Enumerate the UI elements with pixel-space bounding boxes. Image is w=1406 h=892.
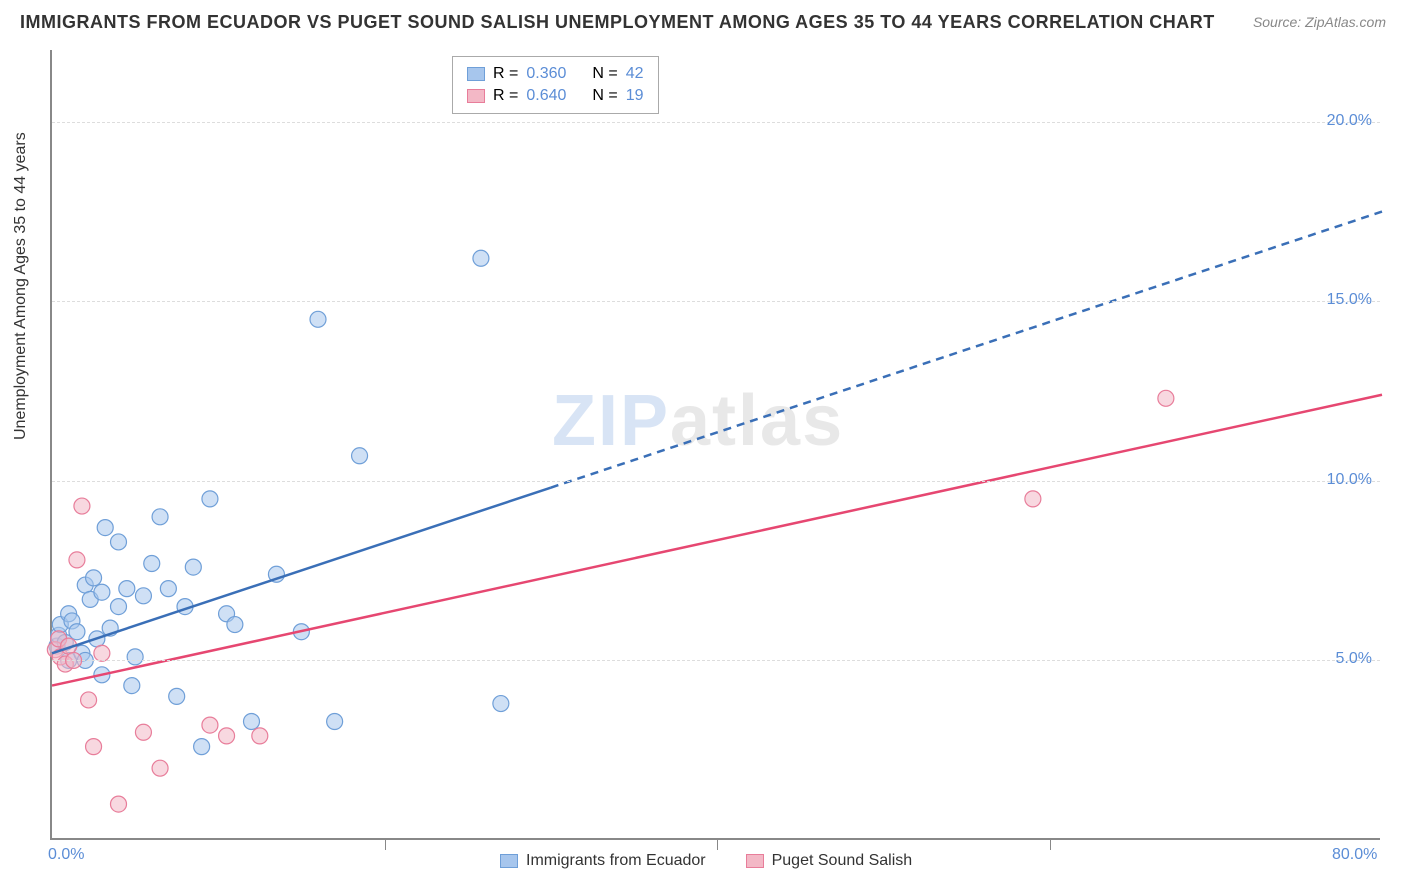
swatch-ecuador [500,854,518,868]
plot-area: ZIPatlas R = 0.360 N = 42 R = 0.640 N = … [50,50,1380,840]
data-point [152,509,168,525]
trend-line-dashed [551,212,1382,488]
legend-row-ecuador: R = 0.360 N = 42 [467,63,644,85]
y-tick-label: 10.0% [1327,471,1372,489]
data-point [144,556,160,572]
legend-label-ecuador: Immigrants from Ecuador [526,852,706,870]
y-tick-label: 5.0% [1336,650,1372,668]
data-point [119,581,135,597]
swatch-salish [746,854,764,868]
data-point [1025,491,1041,507]
swatch-ecuador [467,67,485,81]
trend-line [52,395,1382,686]
r-value-salish: 0.640 [526,85,566,107]
y-tick-label: 15.0% [1327,291,1372,309]
correlation-legend: R = 0.360 N = 42 R = 0.640 N = 19 [452,56,659,114]
data-point [127,649,143,665]
data-point [352,448,368,464]
data-point [1158,390,1174,406]
chart-svg [52,50,1380,838]
gridline [52,301,1380,302]
n-label: N = [592,85,617,107]
gridline [52,481,1380,482]
data-point [219,728,235,744]
legend-row-salish: R = 0.640 N = 19 [467,85,644,107]
swatch-salish [467,89,485,103]
data-point [202,717,218,733]
legend-item-ecuador: Immigrants from Ecuador [500,852,706,870]
chart-container: IMMIGRANTS FROM ECUADOR VS PUGET SOUND S… [0,0,1406,892]
data-point [135,724,151,740]
data-point [94,584,110,600]
n-value-salish: 19 [626,85,644,107]
data-point [86,570,102,586]
r-label: R = [493,85,518,107]
x-tick [1050,838,1051,850]
data-point [227,617,243,633]
data-point [310,311,326,327]
series-legend: Immigrants from Ecuador Puget Sound Sali… [500,852,912,870]
data-point [194,739,210,755]
r-value-ecuador: 0.360 [526,63,566,85]
data-point [252,728,268,744]
x-tick-label: 80.0% [1332,846,1377,864]
x-tick [385,838,386,850]
data-point [244,714,260,730]
data-point [169,688,185,704]
data-point [493,696,509,712]
data-point [202,491,218,507]
data-point [86,739,102,755]
n-value-ecuador: 42 [626,63,644,85]
data-point [69,624,85,640]
data-point [124,678,140,694]
gridline [52,122,1380,123]
r-label: R = [493,63,518,85]
data-point [97,520,113,536]
y-axis-label: Unemployment Among Ages 35 to 44 years [12,132,30,440]
x-tick [717,838,718,850]
data-point [111,796,127,812]
data-point [327,714,343,730]
data-point [185,559,201,575]
data-point [160,581,176,597]
data-point [94,645,110,661]
legend-item-salish: Puget Sound Salish [746,852,913,870]
data-point [111,534,127,550]
chart-title: IMMIGRANTS FROM ECUADOR VS PUGET SOUND S… [20,12,1215,33]
source-attribution: Source: ZipAtlas.com [1253,14,1386,30]
data-point [81,692,97,708]
data-point [74,498,90,514]
data-point [473,250,489,266]
data-point [135,588,151,604]
n-label: N = [592,63,617,85]
legend-label-salish: Puget Sound Salish [772,852,913,870]
data-point [152,760,168,776]
gridline [52,660,1380,661]
x-tick-label: 0.0% [48,846,84,864]
data-point [111,599,127,615]
y-tick-label: 20.0% [1327,112,1372,130]
data-point [69,552,85,568]
